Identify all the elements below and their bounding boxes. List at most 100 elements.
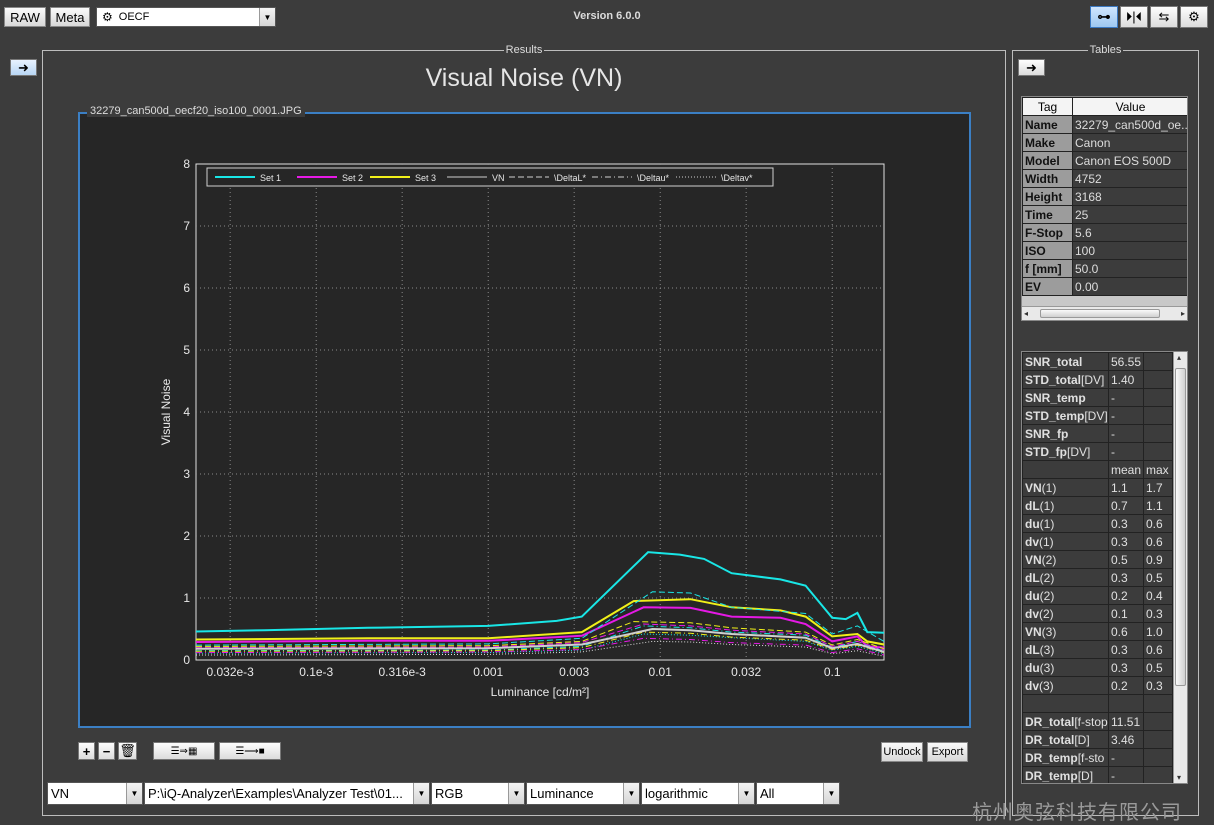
- collapse-tables-button[interactable]: ➜: [1018, 59, 1045, 76]
- results-row[interactable]: du(3) 0.3 0.5: [1022, 658, 1173, 677]
- meta-row[interactable]: EV 0.00: [1022, 277, 1187, 296]
- results-row[interactable]: VN(1) 1.1 1.7: [1022, 478, 1173, 497]
- results-row[interactable]: dv(1) 0.3 0.6: [1022, 532, 1173, 551]
- results-row[interactable]: STD_temp[DV] -: [1022, 406, 1173, 425]
- settings-icon-button[interactable]: ⚙: [1180, 6, 1208, 28]
- results-row[interactable]: dL(3) 0.3 0.6: [1022, 640, 1173, 659]
- results-row[interactable]: dL(2) 0.3 0.5: [1022, 568, 1173, 587]
- results-max-cell: 0.5: [1143, 658, 1173, 677]
- results-row[interactable]: dv(2) 0.1 0.3: [1022, 604, 1173, 623]
- chevron-down-icon: ▼: [738, 783, 754, 804]
- path-select[interactable]: P:\iQ-Analyzer\Examples\Analyzer Test\01…: [144, 782, 430, 805]
- results-max-cell: [1143, 694, 1173, 713]
- results-row[interactable]: SNR_total 56.55: [1022, 352, 1173, 371]
- y-tick-label: 7: [183, 219, 190, 233]
- legend-entry: VN: [492, 173, 505, 183]
- x-tick-label: 0.001: [473, 665, 503, 679]
- meta-row[interactable]: F-Stop 5.6: [1022, 223, 1187, 242]
- scale-select[interactable]: logarithmic ▼: [641, 782, 755, 805]
- channel-select[interactable]: RGB ▼: [431, 782, 525, 805]
- results-row[interactable]: DR_total[D] 3.46: [1022, 730, 1173, 749]
- scroll-up-icon: ▴: [1177, 353, 1182, 362]
- results-row[interactable]: DR_temp[D] -: [1022, 766, 1173, 783]
- meta-scroll-thumb[interactable]: [1040, 309, 1160, 318]
- results-name-cell: dv(1): [1022, 532, 1109, 551]
- plot-type-select[interactable]: VN ▼: [47, 782, 143, 805]
- results-row[interactable]: DR_temp[f-sto -: [1022, 748, 1173, 767]
- results-row[interactable]: SNR_temp -: [1022, 388, 1173, 407]
- result-unit: [DV]: [1067, 444, 1091, 459]
- results-scroll-thumb[interactable]: [1175, 368, 1186, 686]
- results-vertical-scrollbar[interactable]: ▴ ▾: [1173, 352, 1187, 783]
- filter-value: All: [760, 786, 775, 801]
- results-row[interactable]: [1022, 694, 1173, 713]
- meta-tag-cell: Model: [1022, 151, 1073, 170]
- result-name: DR_total: [1025, 714, 1075, 729]
- series-line-0: [195, 551, 885, 634]
- zoom-in-button[interactable]: +: [78, 742, 95, 760]
- meta-button[interactable]: Meta: [50, 7, 90, 27]
- key-icon-button[interactable]: ⊶: [1090, 6, 1118, 28]
- results-row[interactable]: mean max: [1022, 460, 1173, 479]
- meta-row[interactable]: Width 4752: [1022, 169, 1187, 188]
- results-value-cell: mean: [1108, 460, 1144, 479]
- filter-select[interactable]: All ▼: [756, 782, 840, 805]
- zoom-out-button[interactable]: −: [98, 742, 115, 760]
- results-row[interactable]: STD_total[DV] 1.40: [1022, 370, 1173, 389]
- x-tick-label: 0.032: [731, 665, 761, 679]
- raw-button[interactable]: RAW: [4, 7, 46, 27]
- meta-tag-cell: ISO: [1022, 241, 1073, 260]
- y-tick-label: 3: [183, 467, 190, 481]
- series-line-11: [195, 640, 885, 657]
- meta-row[interactable]: Name 32279_can500d_oe...: [1022, 115, 1187, 134]
- meta-row[interactable]: Time 25: [1022, 205, 1187, 224]
- results-value-cell: 0.2: [1108, 676, 1144, 695]
- delete-button[interactable]: 🗑: [118, 742, 137, 760]
- series-line-2: [195, 606, 885, 649]
- results-name-cell: dv(3): [1022, 676, 1109, 695]
- results-row[interactable]: dv(3) 0.2 0.3: [1022, 676, 1173, 695]
- export-button[interactable]: Export: [927, 742, 968, 762]
- series-line-5: [195, 633, 885, 655]
- meta-row[interactable]: Make Canon: [1022, 133, 1187, 152]
- results-name-cell: [1022, 460, 1109, 479]
- results-max-cell: 1.1: [1143, 496, 1173, 515]
- meta-row[interactable]: Height 3168: [1022, 187, 1187, 206]
- x-axis-select[interactable]: Luminance ▼: [526, 782, 640, 805]
- undock-button[interactable]: Undock: [881, 742, 923, 762]
- results-row[interactable]: SNR_fp -: [1022, 424, 1173, 443]
- meta-header-value: Value: [1072, 97, 1187, 116]
- results-row[interactable]: du(1) 0.3 0.6: [1022, 514, 1173, 533]
- results-value-cell: 0.3: [1108, 658, 1144, 677]
- swap-icon-button[interactable]: ⇆: [1150, 6, 1178, 28]
- results-max-cell: [1143, 748, 1173, 767]
- meta-value-cell: 25: [1072, 205, 1187, 224]
- layout-grid-button[interactable]: ☰⇒▦: [153, 742, 215, 760]
- results-row[interactable]: DR_total[f-stop 11.51: [1022, 712, 1173, 731]
- scroll-right-icon: ▸: [1180, 309, 1185, 318]
- layout-single-button[interactable]: ☰⟶■: [219, 742, 281, 760]
- expand-left-button[interactable]: ➜: [10, 59, 37, 76]
- meta-row[interactable]: ISO 100: [1022, 241, 1187, 260]
- version-label: Version 6.0.0: [573, 10, 641, 22]
- results-row[interactable]: VN(2) 0.5 0.9: [1022, 550, 1173, 569]
- x-tick-label: 0.316e-3: [378, 665, 426, 679]
- meta-tag-cell: F-Stop: [1022, 223, 1073, 242]
- module-select[interactable]: ⚙ OECF ▼: [96, 7, 276, 27]
- result-unit: (2): [1041, 552, 1057, 567]
- legend-entry: \Deltau*: [637, 173, 670, 183]
- meta-row[interactable]: f [mm] 50.0: [1022, 259, 1187, 278]
- results-row[interactable]: VN(3) 0.6 1.0: [1022, 622, 1173, 641]
- results-name-cell: [1022, 694, 1109, 713]
- list-to-single-icon: ☰⟶■: [235, 745, 265, 757]
- meta-horizontal-scrollbar[interactable]: ◂ ▸: [1022, 306, 1187, 320]
- compare-icon-button[interactable]: ⏵|⏴: [1120, 6, 1148, 28]
- results-name-cell: dL(3): [1022, 640, 1109, 659]
- results-row[interactable]: STD_fp[DV] -: [1022, 442, 1173, 461]
- results-name-cell: SNR_total: [1022, 352, 1109, 371]
- results-row[interactable]: du(2) 0.2 0.4: [1022, 586, 1173, 605]
- y-tick-label: 0: [183, 653, 190, 667]
- results-max-cell: [1143, 388, 1173, 407]
- results-row[interactable]: dL(1) 0.7 1.1: [1022, 496, 1173, 515]
- meta-row[interactable]: Model Canon EOS 500D: [1022, 151, 1187, 170]
